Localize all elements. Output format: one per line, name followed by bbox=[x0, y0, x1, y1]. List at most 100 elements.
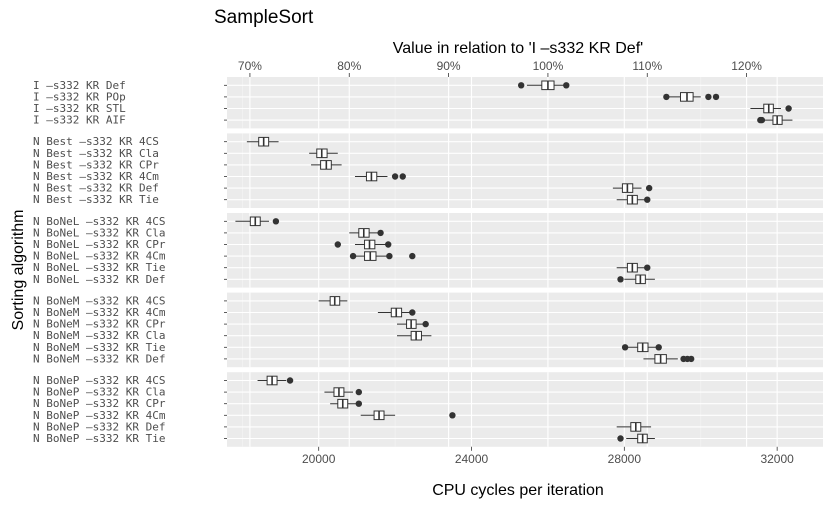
outlier-point bbox=[377, 229, 384, 237]
y-tick-label: I –s332 KR POp bbox=[33, 90, 126, 103]
top-axis-title: Value in relation to 'I –s332 KR Def' bbox=[393, 40, 643, 57]
top-tick-label: 70% bbox=[238, 59, 262, 73]
outlier-point bbox=[385, 241, 392, 248]
panel-background bbox=[227, 133, 823, 208]
y-tick-label: N BoNeL –s332 KR 4CS bbox=[33, 215, 165, 228]
outlier-point bbox=[617, 435, 624, 442]
y-tick-label: N BoNeM –s332 KR 4CS bbox=[33, 294, 165, 307]
outlier-point bbox=[386, 252, 393, 260]
x-tick-label: 20000 bbox=[302, 452, 336, 466]
outlier-point bbox=[621, 344, 629, 351]
outlier-point bbox=[334, 241, 341, 248]
outlier-point bbox=[663, 93, 670, 101]
box-0-3 bbox=[757, 115, 793, 125]
box-1-0 bbox=[246, 136, 279, 147]
box-2-4 bbox=[616, 262, 651, 273]
outlier-point bbox=[687, 355, 695, 363]
y-tick-label: N BoNeL –s332 KR CPr bbox=[33, 238, 166, 251]
box-3-4 bbox=[621, 342, 662, 353]
y-tick-label: N Best –s332 KR Cla bbox=[33, 147, 159, 160]
y-tick-label: N BoNeM –s332 KR Def bbox=[33, 352, 165, 365]
panel-background bbox=[227, 213, 823, 288]
y-tick-label: N BoNeL –s332 KR Tie bbox=[33, 261, 165, 274]
outlier-point bbox=[645, 184, 653, 192]
top-tick-label: 110% bbox=[632, 59, 662, 73]
box-1-4 bbox=[612, 183, 653, 193]
box-0-1 bbox=[663, 92, 720, 102]
chart-title: SampleSort bbox=[214, 7, 314, 28]
outlier-point bbox=[705, 93, 712, 101]
outlier-point bbox=[449, 412, 456, 419]
y-tick-label: N BoNeP –s332 KR Def bbox=[33, 420, 165, 433]
box-4-3 bbox=[360, 410, 456, 421]
panel-background bbox=[227, 292, 823, 368]
outlier-point bbox=[758, 116, 766, 124]
outlier-point bbox=[355, 388, 363, 396]
box-3-3 bbox=[397, 330, 432, 341]
outlier-point bbox=[563, 82, 570, 89]
y-tick-label: N BoNeP –s332 KR Cla bbox=[33, 386, 165, 399]
y-tick-label: N BoNeM –s332 KR CPr bbox=[33, 318, 166, 331]
y-tick-label: N Best –s332 KR 4Cm bbox=[33, 170, 159, 183]
panel-background bbox=[227, 372, 823, 447]
box-4-4 bbox=[616, 422, 652, 432]
outlier-point bbox=[355, 400, 363, 407]
y-tick-label: N Best –s332 KR 4CS bbox=[33, 135, 159, 148]
outlier-point bbox=[272, 218, 280, 225]
box-4-0 bbox=[257, 375, 294, 386]
y-tick-label: I –s332 KR AIF bbox=[33, 114, 126, 127]
outlier-point bbox=[349, 252, 357, 260]
box-4-1 bbox=[324, 387, 363, 397]
y-tick-label: N BoNeP –s332 KR 4CS bbox=[33, 374, 165, 387]
x-tick-label: 28000 bbox=[608, 452, 642, 466]
box-2-0 bbox=[235, 216, 280, 227]
y-tick-label: N BoNeP –s332 KR Tie bbox=[33, 432, 165, 445]
box-3-1 bbox=[377, 307, 416, 318]
top-tick-label: 100% bbox=[533, 59, 564, 73]
outlier-point bbox=[422, 320, 429, 328]
outlier-point bbox=[644, 264, 651, 271]
y-tick-label: N BoNeM –s332 KR Cla bbox=[33, 329, 165, 342]
box-1-2 bbox=[311, 160, 342, 170]
panel-background bbox=[227, 77, 823, 129]
box-2-5 bbox=[617, 274, 655, 285]
box-1-1 bbox=[309, 148, 338, 159]
y-tick-label: N BoNeM –s332 KR 4Cm bbox=[33, 306, 166, 319]
outlier-point bbox=[644, 196, 651, 203]
outlier-point bbox=[785, 105, 792, 112]
outlier-point bbox=[399, 173, 406, 180]
outlier-point bbox=[409, 309, 416, 316]
outlier-point bbox=[286, 377, 294, 384]
outlier-point bbox=[517, 82, 525, 89]
outlier-point bbox=[712, 93, 720, 101]
y-tick-label: N BoNeL –s332 KR Def bbox=[33, 273, 165, 286]
x-tick-label: 32000 bbox=[760, 452, 794, 466]
box-0-0 bbox=[517, 80, 570, 91]
outlier-point bbox=[391, 173, 399, 180]
y-tick-label: N Best –s332 KR CPr bbox=[33, 158, 159, 171]
outlier-point bbox=[617, 276, 624, 283]
y-axis-title: Sorting algorithm bbox=[10, 210, 27, 331]
y-tick-label: N BoNeL –s332 KR 4Cm bbox=[33, 250, 166, 263]
bottom-axis: 20000 24000 28000 32000 bbox=[302, 446, 794, 466]
box-3-0 bbox=[318, 296, 348, 306]
x-axis-title: CPU cycles per iteration bbox=[432, 482, 604, 499]
y-tick-label: N BoNeP –s332 KR CPr bbox=[33, 397, 166, 410]
y-tick-label: N BoNeP –s332 KR 4Cm bbox=[33, 409, 166, 422]
x-tick-label: 24000 bbox=[455, 452, 489, 466]
top-tick-label: 80% bbox=[337, 59, 361, 73]
y-tick-label: N Best –s332 KR Tie bbox=[33, 193, 159, 206]
box-3-2 bbox=[397, 319, 429, 329]
box-0-2 bbox=[750, 103, 792, 114]
box-2-1 bbox=[349, 228, 384, 238]
top-tick-label: 90% bbox=[437, 59, 461, 73]
outlier-point bbox=[409, 252, 416, 260]
top-axis: 70% 80% 90% 100% 110% 120% bbox=[238, 59, 762, 77]
